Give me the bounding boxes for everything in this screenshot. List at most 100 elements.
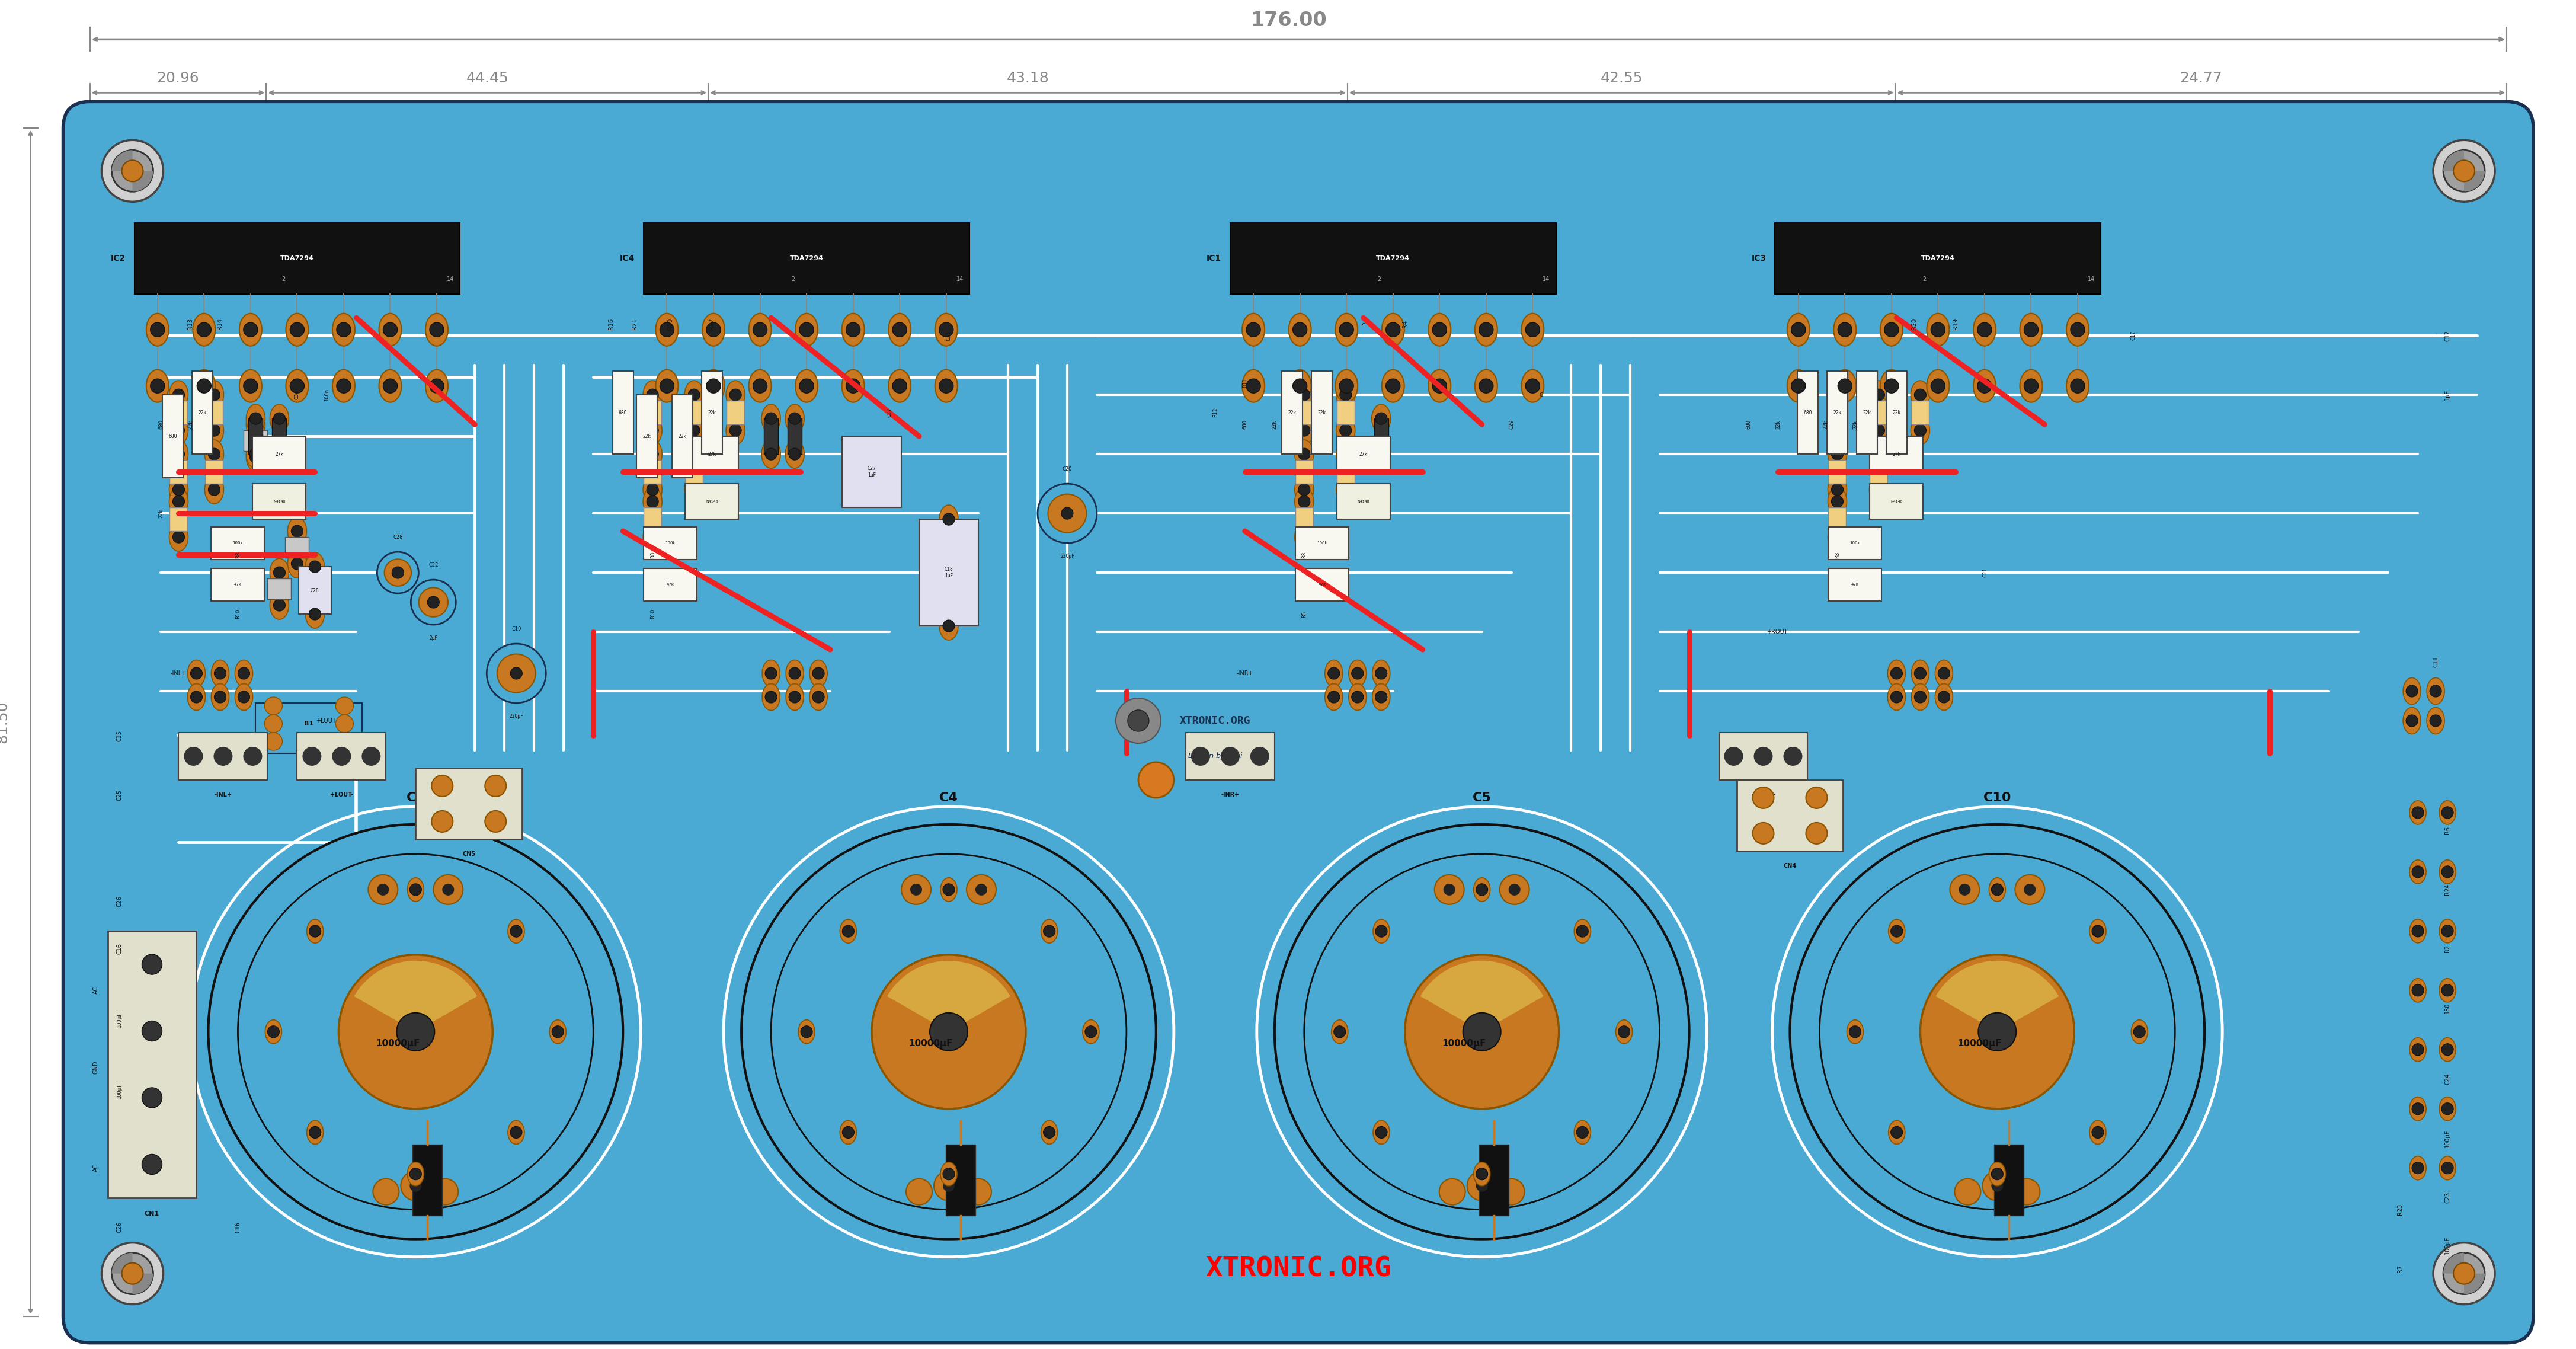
Circle shape xyxy=(1937,668,1950,680)
Wedge shape xyxy=(1935,960,2058,1032)
Circle shape xyxy=(265,715,283,733)
Bar xyxy=(726,401,744,425)
Ellipse shape xyxy=(644,487,662,515)
Circle shape xyxy=(1435,874,1463,904)
Circle shape xyxy=(1432,379,1448,393)
Bar xyxy=(211,526,265,560)
Text: 24.77: 24.77 xyxy=(2179,71,2223,85)
Ellipse shape xyxy=(644,417,662,445)
Circle shape xyxy=(1886,322,1899,337)
Circle shape xyxy=(142,1021,162,1041)
Circle shape xyxy=(1043,925,1056,938)
Bar xyxy=(1337,484,1391,519)
Ellipse shape xyxy=(1829,523,1847,552)
Circle shape xyxy=(250,451,263,463)
Wedge shape xyxy=(131,171,152,192)
Text: C21: C21 xyxy=(1984,568,1989,577)
Circle shape xyxy=(335,697,353,715)
Text: AC: AC xyxy=(93,1164,98,1172)
Ellipse shape xyxy=(1337,475,1355,505)
Bar xyxy=(920,519,979,626)
Circle shape xyxy=(397,1013,435,1051)
Bar xyxy=(636,395,657,478)
Circle shape xyxy=(392,567,404,579)
Circle shape xyxy=(335,733,353,750)
Circle shape xyxy=(842,925,855,938)
Bar xyxy=(613,371,634,455)
Ellipse shape xyxy=(549,1020,567,1044)
Circle shape xyxy=(1790,322,1806,337)
Circle shape xyxy=(2014,1179,2040,1205)
Text: 20.96: 20.96 xyxy=(157,71,198,85)
Ellipse shape xyxy=(644,523,662,552)
Circle shape xyxy=(487,643,546,703)
Circle shape xyxy=(1327,668,1340,680)
Text: R8: R8 xyxy=(1301,552,1306,558)
Ellipse shape xyxy=(2439,919,2455,943)
Circle shape xyxy=(1832,495,1844,507)
Wedge shape xyxy=(886,960,1010,1032)
Wedge shape xyxy=(2442,150,2465,171)
Text: C28: C28 xyxy=(312,588,319,594)
Ellipse shape xyxy=(2409,1156,2427,1180)
Text: 43.18: 43.18 xyxy=(1007,71,1048,85)
Ellipse shape xyxy=(1888,660,1906,687)
Ellipse shape xyxy=(1870,475,1888,505)
Text: 27k: 27k xyxy=(708,452,716,457)
Ellipse shape xyxy=(703,370,724,402)
Circle shape xyxy=(2411,866,2424,878)
Text: 14: 14 xyxy=(446,277,453,282)
Text: +ROUT-: +ROUT- xyxy=(1752,792,1775,797)
Ellipse shape xyxy=(1324,660,1342,687)
Ellipse shape xyxy=(840,1121,855,1144)
Ellipse shape xyxy=(2427,707,2445,734)
Wedge shape xyxy=(2465,1273,2486,1294)
Circle shape xyxy=(891,379,907,393)
Circle shape xyxy=(237,691,250,703)
Text: 10000μF: 10000μF xyxy=(1958,1039,2002,1048)
Bar xyxy=(644,507,662,532)
Text: R24: R24 xyxy=(2445,884,2450,896)
Ellipse shape xyxy=(170,487,188,515)
Ellipse shape xyxy=(685,380,703,409)
Text: 176.00: 176.00 xyxy=(1249,11,1327,31)
Ellipse shape xyxy=(1296,417,1314,445)
Ellipse shape xyxy=(796,370,817,402)
Ellipse shape xyxy=(1373,1121,1388,1144)
Ellipse shape xyxy=(2089,920,2107,943)
Ellipse shape xyxy=(889,370,912,402)
Circle shape xyxy=(1386,379,1401,393)
Circle shape xyxy=(337,322,350,337)
Bar xyxy=(1296,568,1350,600)
Text: 22k: 22k xyxy=(1775,420,1780,429)
Circle shape xyxy=(237,668,250,680)
Ellipse shape xyxy=(809,684,827,711)
Text: 27k: 27k xyxy=(1893,452,1901,457)
Circle shape xyxy=(2442,1103,2452,1114)
Ellipse shape xyxy=(1927,313,1950,345)
Ellipse shape xyxy=(762,405,781,433)
Text: 81.50: 81.50 xyxy=(0,701,10,743)
Circle shape xyxy=(647,389,659,401)
Circle shape xyxy=(659,322,675,337)
Circle shape xyxy=(1754,747,1772,766)
Circle shape xyxy=(2071,322,2084,337)
Circle shape xyxy=(1115,699,1162,743)
Text: C11: C11 xyxy=(2432,656,2439,668)
Circle shape xyxy=(209,484,219,495)
Text: 2μF: 2μF xyxy=(430,635,438,641)
Bar xyxy=(1870,436,1924,472)
Ellipse shape xyxy=(193,370,216,402)
Text: C25: C25 xyxy=(116,789,124,800)
Text: 100μF: 100μF xyxy=(116,1012,121,1028)
Text: N4148: N4148 xyxy=(1891,500,1904,503)
Text: AC: AC xyxy=(93,986,98,994)
Circle shape xyxy=(1298,425,1311,436)
Text: 27k: 27k xyxy=(276,452,283,457)
Ellipse shape xyxy=(2089,1121,2107,1144)
Ellipse shape xyxy=(1870,417,1888,445)
Text: 47k: 47k xyxy=(234,583,242,587)
Bar xyxy=(644,460,662,484)
Bar xyxy=(296,733,386,780)
Text: N4148: N4148 xyxy=(273,500,286,503)
